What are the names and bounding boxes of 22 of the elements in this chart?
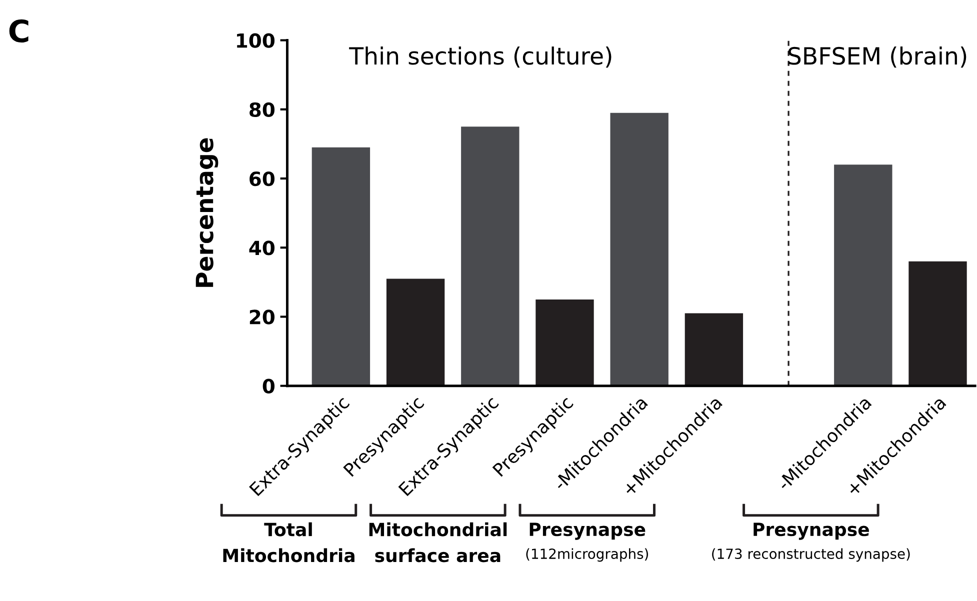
y-tick-label: 20 xyxy=(250,310,275,324)
y-tick-label: 0 xyxy=(262,378,275,394)
bar xyxy=(312,147,370,386)
text: Total Mitochondria xyxy=(223,522,354,562)
bar xyxy=(461,126,520,386)
text: Presynapse (173 reconstructed synapse) xyxy=(712,522,910,562)
y-axis-title: Percentage xyxy=(196,138,218,287)
bar xyxy=(908,261,967,386)
annotation: SBFSEM (brain) xyxy=(788,46,966,68)
annotation: Thin sections (culture) xyxy=(349,46,612,68)
text: Mitochondrial surface area xyxy=(369,522,507,562)
bar xyxy=(834,164,892,386)
bar xyxy=(610,112,668,386)
text: Presynapse (112micrographs) xyxy=(526,522,648,562)
text: C xyxy=(9,19,28,43)
y-tick-label: 40 xyxy=(249,240,275,256)
bar xyxy=(684,313,744,386)
bar xyxy=(386,278,445,386)
bar xyxy=(536,299,594,386)
y-tick-label: 100 xyxy=(237,33,275,48)
y-tick-label: 80 xyxy=(250,102,275,118)
y-tick-label: 60 xyxy=(250,171,275,186)
